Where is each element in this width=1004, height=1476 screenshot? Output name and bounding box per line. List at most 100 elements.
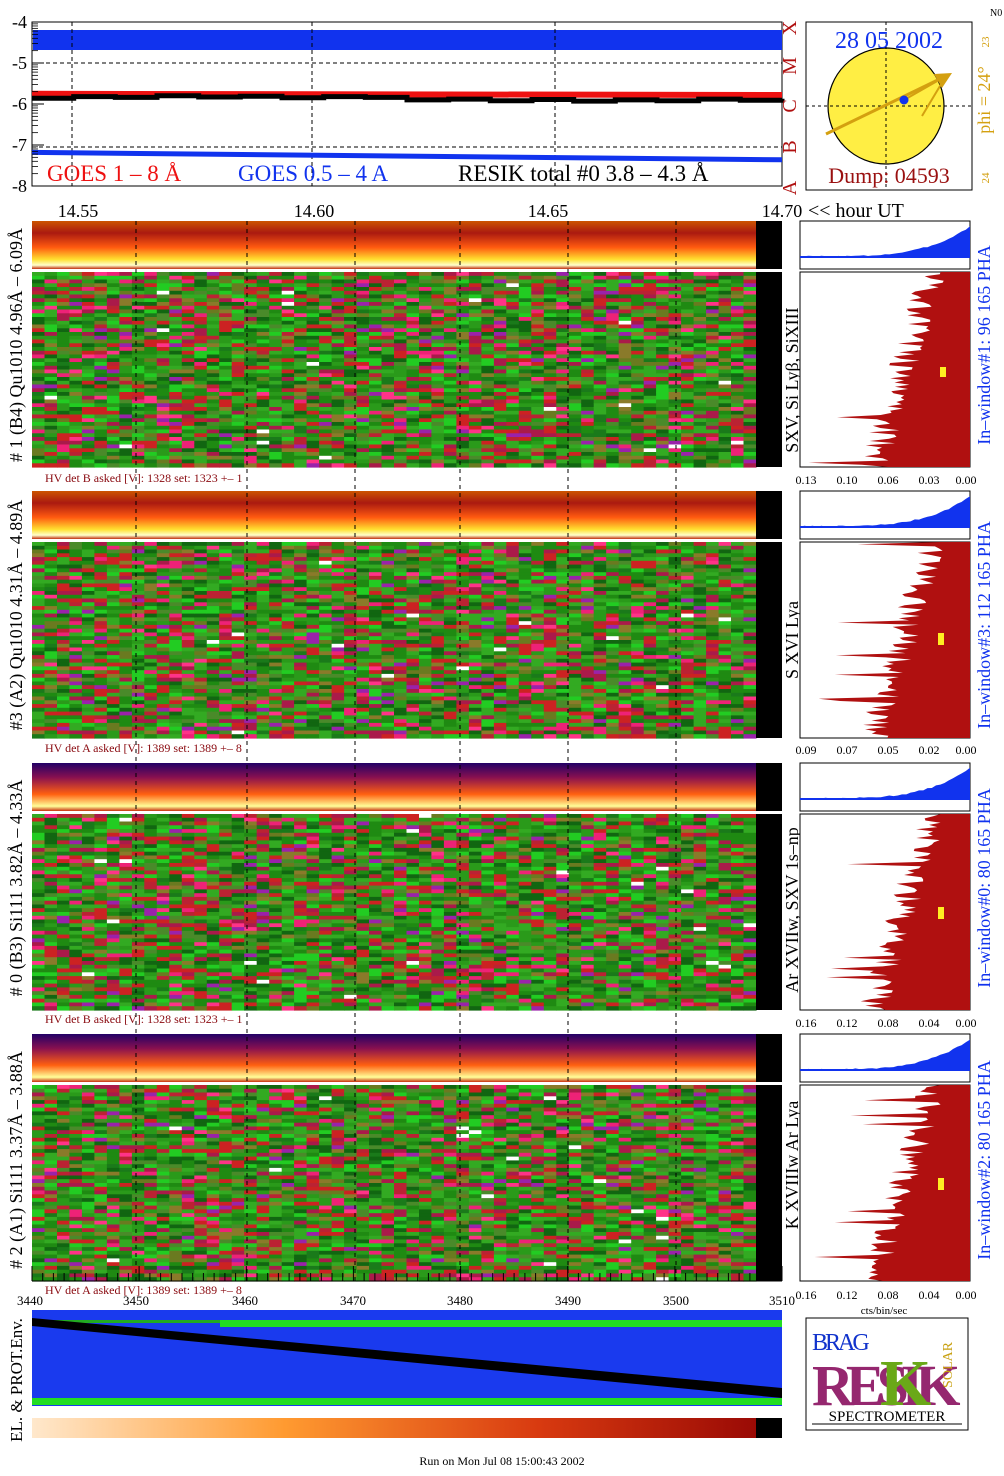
spectrogram-cell <box>606 272 620 277</box>
spectrogram-cell <box>394 568 408 573</box>
spectrogram-cell <box>119 564 133 569</box>
spectrogram-cell <box>506 455 520 461</box>
spectrogram-cell <box>681 380 695 386</box>
spectrogram-cell <box>319 399 333 404</box>
spectrogram-cell <box>156 324 170 329</box>
spectrogram-cell <box>219 685 233 690</box>
spectrogram-cell <box>144 433 158 438</box>
spectrogram-cell <box>506 324 520 329</box>
spectrogram-cell <box>306 726 320 732</box>
spectrogram-cell <box>681 429 695 434</box>
spectrogram-cell <box>493 328 507 333</box>
spectrogram-cell <box>356 564 370 569</box>
spectrogram-cell <box>493 279 507 284</box>
spectrogram-cell <box>244 317 258 322</box>
spectrogram-cell <box>206 602 220 607</box>
spectrogram-cell <box>718 459 732 464</box>
spectrogram-cell <box>593 313 607 318</box>
spectrogram-cell <box>668 298 682 303</box>
spectrogram-cell <box>406 448 420 453</box>
spectrogram-cell <box>631 384 645 389</box>
spectrogram-cell <box>331 414 345 419</box>
spectrogram-cell <box>668 437 682 442</box>
spectrogram-cell <box>593 302 607 307</box>
spectrogram-cell <box>256 564 270 569</box>
spectrogram-cell <box>706 305 720 311</box>
spectrogram-cell <box>306 557 320 562</box>
spectrogram-cell <box>593 335 607 341</box>
spectrogram-cell <box>181 422 195 427</box>
spectrogram-cell <box>493 320 507 326</box>
spectrogram-cell <box>131 429 145 434</box>
spectrogram-cell <box>468 681 482 686</box>
spectrogram-cell <box>32 564 46 569</box>
spectrogram-cell <box>206 692 220 698</box>
spectrogram-cell <box>144 388 158 393</box>
spectrogram-cell <box>331 392 345 397</box>
spectrogram-cell <box>456 320 470 326</box>
sun-date: 28 05 2002 <box>835 28 943 54</box>
spectrogram-cell <box>131 553 145 558</box>
spectrogram-cell <box>443 294 457 299</box>
spectrogram-cell <box>331 658 345 664</box>
spectrogram-cell <box>206 392 220 397</box>
spectrogram-cell <box>194 670 208 675</box>
spectrogram-cell <box>81 343 95 348</box>
spectrogram-cell <box>106 583 120 588</box>
spectrogram-cell <box>181 609 195 615</box>
spectrogram-cell <box>406 437 420 442</box>
spectrogram-cell <box>44 332 58 337</box>
spectrogram-cell <box>106 677 120 683</box>
spectrogram-cell <box>281 591 295 596</box>
spectrogram-cell <box>44 542 58 547</box>
spectrogram-cell <box>231 354 245 359</box>
spectrogram-cell <box>281 414 295 419</box>
spectrogram-cell <box>219 418 233 423</box>
spectrogram-cell <box>331 719 345 724</box>
spectrogram-cell <box>81 410 95 416</box>
spectrogram-cell <box>219 704 233 709</box>
spectrogram-cell <box>556 414 570 419</box>
spectrogram-cell <box>106 722 120 728</box>
spectrogram-cell <box>81 347 95 352</box>
spectrogram-cell <box>731 452 745 457</box>
spectrogram-cell <box>518 437 532 442</box>
time-tick-3: 14.65 <box>528 201 569 221</box>
spectrogram-cell <box>294 715 308 720</box>
spectrogram-cell <box>294 395 308 401</box>
spectrogram-cell <box>294 437 308 442</box>
spectrogram-cell <box>369 377 383 382</box>
spectrogram-cell <box>406 575 420 581</box>
spectrogram-cell <box>468 545 482 551</box>
spectrogram-cell <box>319 700 333 705</box>
spectrogram-cell <box>419 640 433 645</box>
spectrogram-cell <box>431 392 445 397</box>
spectrogram-cell <box>493 422 507 427</box>
spectrogram-cell <box>643 302 657 307</box>
spectrogram-cell <box>269 444 283 449</box>
spectrogram-cell <box>256 658 270 664</box>
spectrogram-cell <box>119 719 133 724</box>
spectrogram-cell <box>306 373 320 378</box>
spectrogram-cell <box>219 560 233 566</box>
spectrogram-cell <box>32 388 46 393</box>
spectrogram-cell <box>44 579 58 585</box>
spectrogram-cell <box>294 433 308 438</box>
spectrogram-cell <box>181 621 195 626</box>
spectrogram-cell <box>57 670 71 675</box>
spectrogram-cell <box>181 380 195 386</box>
spectrogram-cell <box>369 444 383 449</box>
spectrogram-cell <box>156 290 170 296</box>
spectrogram-cell <box>319 384 333 389</box>
spectrogram-cell <box>381 294 395 299</box>
spectrogram-cell <box>94 362 108 367</box>
spectrogram-cell <box>131 692 145 698</box>
spectrogram-cell <box>219 459 233 464</box>
spectrogram-cell <box>381 437 395 442</box>
spectrogram-cell <box>406 418 420 423</box>
spectrogram-cell <box>506 414 520 419</box>
spectrogram-cell <box>593 388 607 393</box>
spectrogram-cell <box>256 332 270 337</box>
spectrogram-cell <box>394 572 408 577</box>
spectrogram-cell <box>731 347 745 352</box>
